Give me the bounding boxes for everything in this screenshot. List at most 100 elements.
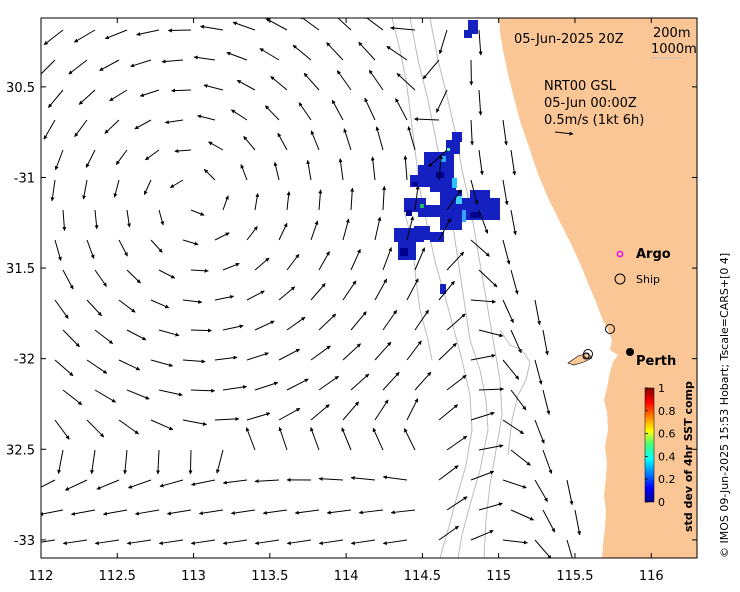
colorbar-ticks: 1 0.8 0.6 0.4 0.2 0 xyxy=(645,382,676,509)
current-arrow xyxy=(62,539,88,546)
current-arrow xyxy=(470,119,475,146)
current-arrow xyxy=(123,449,128,475)
sst-cell xyxy=(470,212,480,218)
x-tick-label: 113.5 xyxy=(251,569,288,584)
current-arrow xyxy=(502,239,511,265)
current-arrow xyxy=(198,509,224,516)
current-arrow xyxy=(203,84,224,91)
current-arrow xyxy=(222,195,229,211)
current-arrow xyxy=(350,311,367,331)
colorbar-tick-label: 0.4 xyxy=(658,450,676,463)
current-arrow xyxy=(310,283,326,301)
current-arrow xyxy=(94,269,107,287)
current-arrow xyxy=(542,509,556,533)
current-arrow xyxy=(54,419,70,440)
current-arrow xyxy=(240,164,248,181)
x-tick-label: 114.5 xyxy=(404,569,441,584)
current-arrow xyxy=(278,286,296,301)
current-arrow xyxy=(246,412,271,421)
plot-frame xyxy=(40,17,698,559)
current-arrow xyxy=(115,149,128,165)
current-arrow xyxy=(208,141,224,151)
current-arrow xyxy=(85,149,96,168)
current-arrow xyxy=(446,189,462,211)
sst-cell xyxy=(430,232,444,242)
current-arrow xyxy=(86,239,95,259)
current-arrow xyxy=(406,340,422,361)
current-arrow xyxy=(502,419,524,435)
current-arrow xyxy=(164,119,184,125)
current-arrow xyxy=(158,269,176,279)
current-arrow xyxy=(278,348,300,361)
product-label: NRT00 GSL xyxy=(544,79,617,94)
current-arrow xyxy=(222,385,248,391)
current-arrow xyxy=(390,26,416,31)
current-arrow xyxy=(273,161,280,181)
current-arrow xyxy=(48,89,64,108)
current-arrow xyxy=(150,239,163,253)
current-arrow xyxy=(478,209,489,234)
current-arrow xyxy=(286,539,312,546)
current-arrow xyxy=(350,539,376,546)
current-arrow xyxy=(254,539,280,546)
current-arrow xyxy=(254,381,279,391)
current-arrow xyxy=(193,55,216,61)
sst-cell xyxy=(430,182,456,192)
argo-label: Argo xyxy=(636,247,671,262)
scale-label: 0.5m/s (1kt 6h) xyxy=(544,113,644,128)
current-arrow xyxy=(62,269,74,290)
current-arrow xyxy=(318,251,330,271)
current-vectors xyxy=(41,18,582,558)
current-arrow xyxy=(438,342,457,361)
current-arrow xyxy=(243,136,256,151)
colorbar-tick-label: 1 xyxy=(658,382,665,395)
sst-cell xyxy=(468,20,478,34)
sst-cell xyxy=(464,30,472,38)
current-arrow xyxy=(318,313,337,331)
current-arrow xyxy=(215,449,224,474)
sst-cell xyxy=(418,205,446,217)
current-arrow xyxy=(414,371,432,391)
current-arrow xyxy=(278,222,288,241)
current-arrow xyxy=(566,539,573,558)
current-arrow xyxy=(364,97,376,121)
colorbar-tick-label: 0 xyxy=(658,496,665,509)
current-arrow xyxy=(358,41,376,61)
current-arrow xyxy=(203,168,216,181)
current-arrow xyxy=(286,191,291,211)
ship-positions xyxy=(582,324,615,360)
current-arrow xyxy=(264,105,280,121)
current-arrow xyxy=(190,539,216,546)
current-arrow xyxy=(190,268,209,273)
current-arrow xyxy=(118,299,136,313)
sst-cell-high xyxy=(462,210,466,222)
current-arrow xyxy=(414,247,426,271)
current-arrow xyxy=(534,299,542,326)
current-arrow xyxy=(150,359,174,367)
current-arrow xyxy=(502,179,509,206)
current-arrow xyxy=(222,479,248,485)
current-arrow xyxy=(278,407,301,421)
current-arrow xyxy=(406,398,419,421)
current-arrow xyxy=(382,185,387,211)
current-arrow xyxy=(478,444,504,451)
x-tick-label: 115.5 xyxy=(556,569,593,584)
current-arrow xyxy=(54,359,74,377)
current-arrow xyxy=(470,299,497,304)
current-arrow xyxy=(254,193,260,211)
current-arrow xyxy=(86,299,102,317)
current-arrow xyxy=(109,89,128,102)
current-arrow xyxy=(54,299,69,319)
current-arrow xyxy=(158,209,165,226)
argo-marker xyxy=(616,250,624,258)
current-arrow xyxy=(470,179,479,205)
current-arrow xyxy=(542,389,551,415)
current-arrow xyxy=(446,496,468,511)
current-arrow xyxy=(438,465,459,481)
current-arrow xyxy=(57,449,64,474)
current-arrow xyxy=(446,251,465,271)
current-arrow xyxy=(331,99,344,121)
current-arrow xyxy=(134,509,160,516)
current-arrow xyxy=(262,509,288,515)
